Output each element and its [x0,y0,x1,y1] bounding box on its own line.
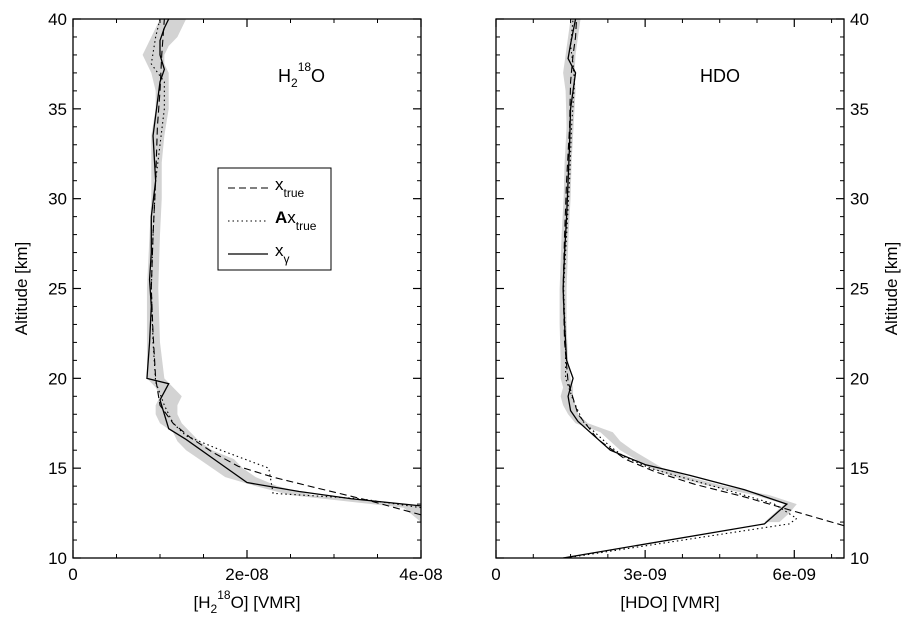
legend-label-subscript: γ [284,252,290,266]
y-tick-label: 30 [48,190,67,209]
x-axis-title-part: [H [194,593,211,612]
panel-label-part: O [311,66,325,86]
series-line-x-true [150,19,421,516]
y-tick-label: 40 [850,10,869,29]
legend-label: Axtrue [275,208,317,233]
y-tick-label: 10 [850,549,869,568]
panel-hdo: 10 15 20 25 30 35 40 0 3e-09 6e-09 [HDO] [VMR] Alti… [491,10,901,612]
panel-label-part: H [278,66,291,86]
x-axis-title-subscript: 2 [211,602,218,616]
y-axis-title: Altitude [km] [882,242,901,336]
y-tick-label: 10 [48,549,67,568]
legend-label: xγ [275,241,290,266]
series-line-x-true [562,19,844,527]
plot-area [559,19,844,558]
y-tick-label: 20 [48,369,67,388]
legend-label-subscript: true [284,186,305,200]
series-line-x-gamma [562,19,789,558]
x-axis-title-part: O] [VMR] [231,593,301,612]
y-tick-label: 15 [850,459,869,478]
y-tick-label: 20 [850,369,869,388]
x-tick-label: 0 [491,565,500,584]
uncertainty-band [559,19,797,523]
series-line-ax-true [150,19,421,509]
x-tick-label: 2e-08 [225,565,268,584]
legend-label-bold: A [275,208,287,227]
y-tick-label: 25 [48,280,67,299]
plot-area [142,19,421,523]
x-tick-label: 3e-09 [623,565,666,584]
plot-frame [495,18,845,559]
panel-label-superscript: 18 [298,60,312,74]
panel-label-subscript: 2 [291,76,298,90]
x-axis-title: [HDO] [VMR] [620,593,719,612]
uncertainty-band [142,19,421,523]
y-tick-label: 30 [850,190,869,209]
x-axis-title-superscript: 18 [217,588,231,602]
legend-label: xtrue [275,175,305,200]
legend-box [217,167,332,271]
x-axis-title: [H218O] [VMR] [194,588,301,616]
series-line-ax-true [563,19,798,558]
x-tick-label: 0 [68,565,77,584]
y-tick-label: 35 [48,100,67,119]
y-tick-label: 35 [850,100,869,119]
legend-label-main: x [287,208,296,227]
legend-label-main: x [275,241,284,260]
y-tick-label: 15 [48,459,67,478]
x-tick-label: 4e-08 [399,565,442,584]
legend-label-subscript: true [296,219,317,233]
panel-label: HDO [700,66,740,86]
y-tick-label: 40 [48,10,67,29]
series-line-x-gamma [146,19,421,507]
y-tick-label: 25 [850,280,869,299]
x-tick-label: 6e-09 [773,565,816,584]
panel-label: H218O [278,60,325,90]
y-axis-title: Altitude [km] [12,242,31,336]
legend-label-main: x [275,175,284,194]
x-axis-title-part: [HDO] [VMR] [620,593,719,612]
